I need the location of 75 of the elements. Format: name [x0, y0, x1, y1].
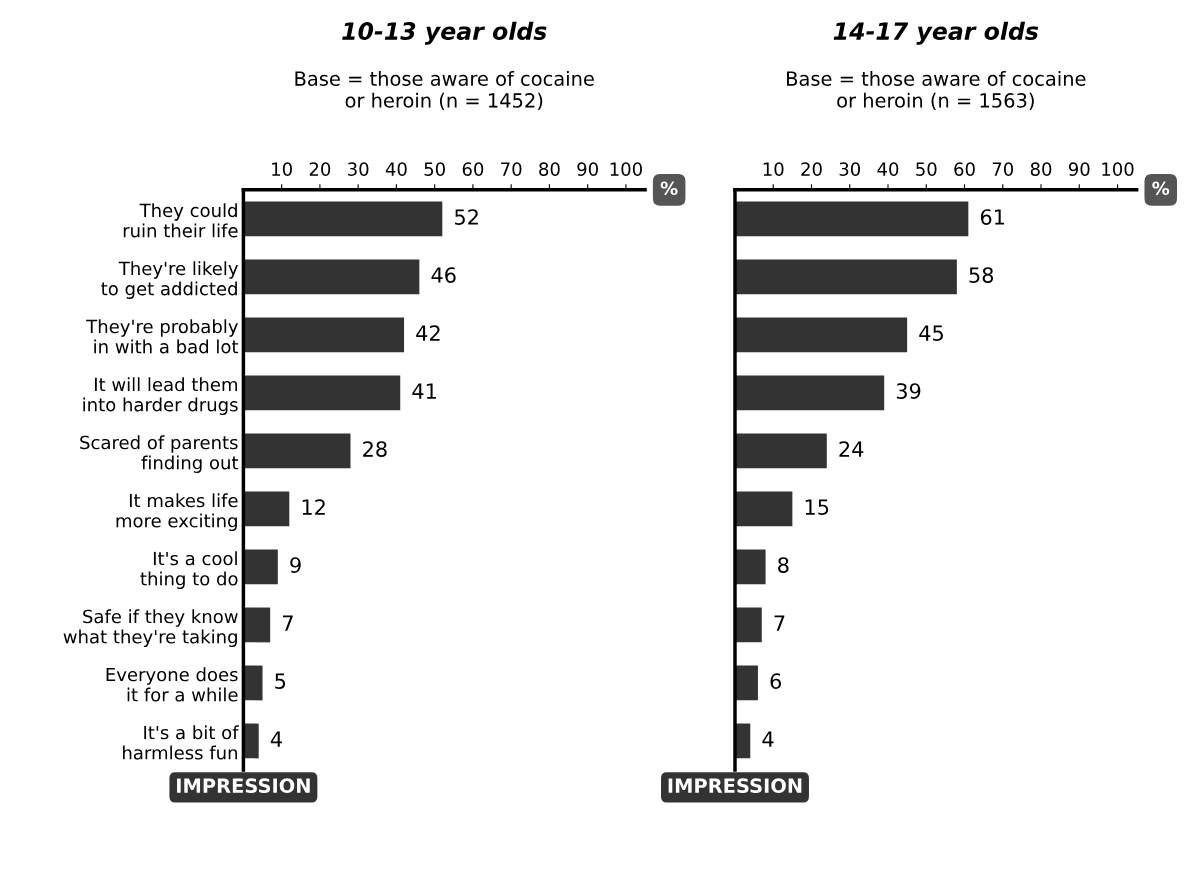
x-tick-label: 70 [501, 162, 522, 176]
y-tick-label: It's a bit of harmless fun [123, 725, 239, 760]
x-axis-title: % [660, 181, 678, 196]
y-tick-label: It will lead them into harder drugs [83, 377, 238, 415]
data-label: 7 [774, 615, 785, 631]
x-axis-title: % [1152, 181, 1170, 196]
data-label: 5 [275, 673, 286, 689]
x-tick-label: 10 [272, 162, 292, 176]
bar [243, 549, 278, 585]
x-tick-label: 40 [385, 162, 407, 176]
bar [243, 607, 271, 643]
y-tick-label: Safe if they know what they're taking [63, 609, 238, 648]
data-label: 15 [805, 499, 829, 515]
chart-subtitle: Base = those aware of cocaine or heroin (n = 1563) [787, 70, 1086, 111]
y-axis-title: IMPRESSION [177, 778, 310, 794]
bar [734, 607, 762, 643]
bar [243, 491, 290, 527]
y-tick-label: They're likely to get addicted [101, 261, 238, 299]
data-label: 45 [919, 325, 943, 341]
x-tick-label: 50 [916, 162, 937, 176]
data-label: 9 [290, 557, 301, 573]
y-axis-title: IMPRESSION [668, 778, 802, 794]
chart-title: 14-17 year olds [833, 21, 1039, 45]
x-tick-label: 20 [801, 162, 822, 176]
data-label: 58 [969, 267, 994, 283]
bar [734, 259, 957, 295]
data-label: 41 [412, 383, 436, 399]
data-label: 61 [980, 209, 1005, 225]
data-label: 42 [416, 325, 440, 341]
data-label: 46 [431, 267, 456, 283]
chart-subtitle: Base = those aware of cocaine or heroin (n = 1452) [295, 70, 594, 111]
x-tick-label: 80 [1030, 162, 1052, 176]
bar [734, 375, 885, 411]
x-tick-label: 60 [954, 162, 975, 176]
x-tick-label: 10 [763, 162, 784, 176]
bar [243, 375, 401, 411]
bar [243, 433, 351, 469]
x-tick-label: 40 [877, 162, 899, 176]
data-label: 4 [270, 731, 282, 747]
x-tick-label: 100 [1102, 162, 1134, 176]
x-tick-label: 100 [610, 162, 642, 176]
bar [734, 201, 969, 237]
bar [734, 491, 793, 527]
x-tick-label: 60 [462, 162, 484, 176]
data-label: 8 [778, 557, 789, 573]
bar [243, 259, 420, 295]
y-tick-label: It makes life more exciting [116, 493, 238, 532]
x-tick-label: 20 [309, 162, 331, 176]
x-tick-label: 50 [424, 162, 445, 176]
bar [243, 665, 263, 701]
data-label: 4 [762, 731, 774, 747]
data-label: 39 [896, 383, 921, 399]
x-tick-label: 90 [577, 162, 598, 176]
data-label: 24 [839, 441, 864, 457]
x-tick-label: 90 [1068, 162, 1090, 176]
data-label: 12 [302, 499, 325, 515]
y-tick-label: It's a cool thing to do [140, 551, 238, 590]
chart-title: 10-13 year olds [342, 21, 547, 45]
x-tick-label: 30 [348, 162, 369, 176]
y-tick-label: Everyone does it for a while [106, 667, 238, 702]
bar [243, 317, 405, 353]
bar [734, 549, 766, 585]
data-label: 7 [282, 615, 293, 631]
data-label: 6 [770, 673, 781, 689]
data-label: 52 [455, 209, 478, 225]
data-label: 28 [363, 441, 387, 457]
x-tick-label: 70 [992, 162, 1014, 176]
x-tick-label: 30 [839, 162, 861, 176]
bar [243, 201, 443, 237]
y-tick-label: Scared of parents finding out [80, 435, 239, 473]
bar [734, 433, 827, 469]
y-tick-label: They could ruin their life [123, 203, 238, 238]
x-tick-label: 80 [539, 162, 560, 176]
y-tick-label: They're probably in with a bad lot [86, 319, 239, 354]
bar [734, 317, 908, 353]
